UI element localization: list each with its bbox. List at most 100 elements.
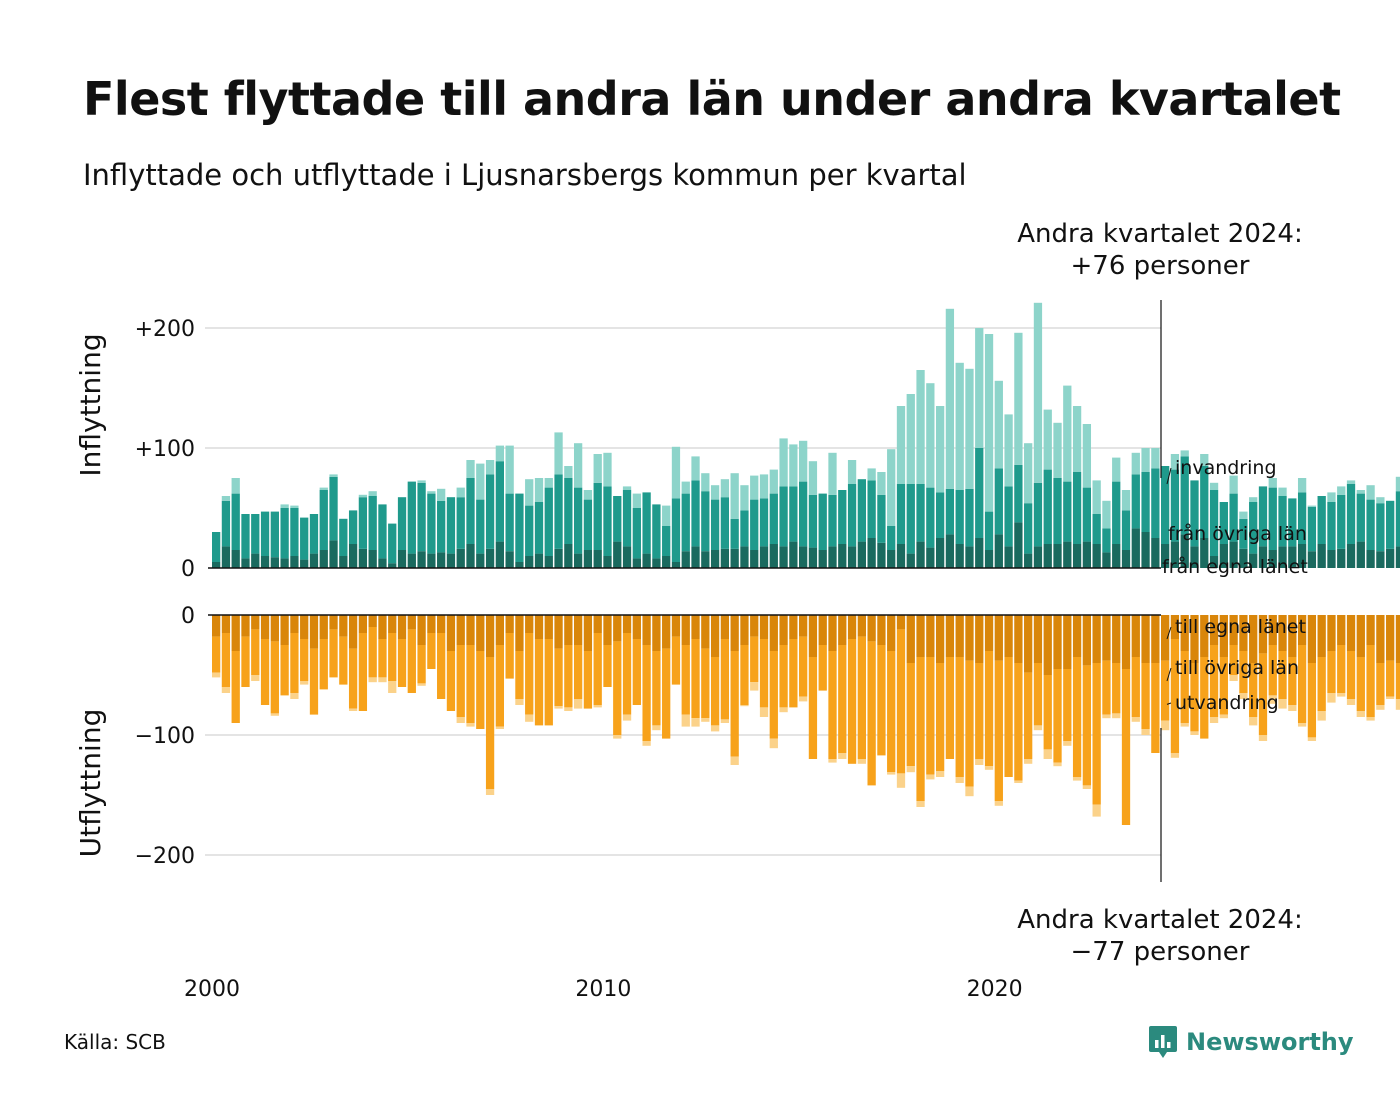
bar-utflyttning-s0 xyxy=(906,615,915,663)
bar-inflyttning-s2 xyxy=(730,473,739,519)
bar-utflyttning-s2 xyxy=(1170,753,1180,758)
bar-inflyttning-s1 xyxy=(1307,506,1317,552)
bar-inflyttning-s0 xyxy=(544,556,553,568)
bar-inflyttning-s2 xyxy=(769,469,778,494)
bar-utflyttning-s2 xyxy=(1209,717,1219,723)
bar-inflyttning-s2 xyxy=(799,440,808,482)
bar-inflyttning-s0 xyxy=(1121,550,1131,568)
bar-inflyttning-s0 xyxy=(1092,544,1101,568)
bar-utflyttning-s2 xyxy=(1366,717,1375,721)
bar-utflyttning-s2 xyxy=(1268,695,1277,704)
label-leader xyxy=(1166,702,1172,705)
bar-inflyttning-s2 xyxy=(544,478,553,488)
bar-utflyttning-s2 xyxy=(1219,714,1228,719)
bar-inflyttning-s1 xyxy=(1297,492,1307,544)
bar-inflyttning-s0 xyxy=(417,551,426,568)
bar-inflyttning-s1 xyxy=(260,511,270,556)
bar-utflyttning-s2 xyxy=(1288,705,1297,711)
bar-inflyttning-s1 xyxy=(378,504,387,559)
bar-inflyttning-s2 xyxy=(1063,385,1072,482)
bar-inflyttning-s2 xyxy=(368,491,377,496)
bar-utflyttning-s0 xyxy=(1356,615,1365,657)
bar-inflyttning-s2 xyxy=(984,334,994,512)
bar-inflyttning-s2 xyxy=(1346,480,1356,484)
bar-utflyttning-s0 xyxy=(1337,615,1346,645)
bar-inflyttning-s2 xyxy=(887,449,896,526)
bar-utflyttning-s1 xyxy=(388,633,397,681)
bar-inflyttning-s1 xyxy=(1014,464,1023,523)
bar-inflyttning-s1 xyxy=(1121,510,1131,550)
bar-inflyttning-s2 xyxy=(1024,443,1033,504)
bar-utflyttning-s2 xyxy=(1356,711,1365,717)
bar-inflyttning-s0 xyxy=(515,562,524,568)
bar-utflyttning-s1 xyxy=(1346,651,1356,699)
bars-outflow xyxy=(212,615,1400,825)
bar-inflyttning-s1 xyxy=(1356,493,1365,542)
bar-inflyttning-s2 xyxy=(1043,409,1052,470)
bar-utflyttning-s0 xyxy=(1102,615,1111,661)
bar-utflyttning-s1 xyxy=(1112,663,1121,714)
bar-inflyttning-s2 xyxy=(926,383,935,488)
bar-inflyttning-s2 xyxy=(495,445,504,462)
bar-inflyttning-s2 xyxy=(534,478,544,502)
bar-inflyttning-s0 xyxy=(1082,541,1092,568)
bar-inflyttning-s0 xyxy=(1033,546,1043,568)
bar-utflyttning-s1 xyxy=(270,641,279,714)
bar-utflyttning-s2 xyxy=(417,683,426,686)
bar-inflyttning-s0 xyxy=(319,550,328,568)
bar-inflyttning-s2 xyxy=(1151,448,1160,469)
bar-utflyttning-s2 xyxy=(388,681,397,693)
bar-inflyttning-s0 xyxy=(1376,551,1385,568)
bar-inflyttning-s0 xyxy=(1327,550,1336,568)
bar-utflyttning-s2 xyxy=(730,756,739,765)
bar-inflyttning-s1 xyxy=(1190,480,1199,547)
bar-utflyttning-s1 xyxy=(1014,663,1023,781)
bar-utflyttning-s0 xyxy=(1229,615,1238,645)
bar-inflyttning-s1 xyxy=(887,526,896,550)
bar-utflyttning-s2 xyxy=(1258,735,1268,741)
bar-inflyttning-s2 xyxy=(994,380,1003,469)
bars-inflow xyxy=(212,302,1400,568)
bar-utflyttning-s0 xyxy=(1043,615,1052,675)
bar-inflyttning-s0 xyxy=(1141,532,1150,568)
bar-inflyttning-s0 xyxy=(397,550,407,568)
bar-inflyttning-s1 xyxy=(691,480,700,547)
bar-inflyttning-s0 xyxy=(710,550,720,568)
bar-inflyttning-s1 xyxy=(847,484,857,547)
bar-utflyttning-s0 xyxy=(808,615,818,657)
bar-inflyttning-s1 xyxy=(368,496,377,550)
bar-inflyttning-s1 xyxy=(994,468,1003,535)
bar-utflyttning-s0 xyxy=(896,615,906,630)
bar-inflyttning-s2 xyxy=(1102,500,1111,529)
bar-inflyttning-s1 xyxy=(1151,468,1160,538)
bar-inflyttning-s1 xyxy=(1131,474,1140,529)
bar-utflyttning-s0 xyxy=(750,615,759,637)
bar-utflyttning-s0 xyxy=(534,615,544,639)
x-tick-label: 2010 xyxy=(575,977,631,1002)
bar-inflyttning-s2 xyxy=(583,490,593,500)
bar-utflyttning-s1 xyxy=(1033,663,1043,726)
bar-utflyttning-s0 xyxy=(241,615,250,637)
bar-utflyttning-s2 xyxy=(681,714,690,727)
bar-utflyttning-s1 xyxy=(1376,663,1385,705)
bar-inflyttning-s1 xyxy=(476,499,485,554)
bar-inflyttning-s1 xyxy=(1346,484,1356,544)
bar-utflyttning-s0 xyxy=(515,615,524,651)
bar-inflyttning-s0 xyxy=(632,558,641,568)
bar-utflyttning-s2 xyxy=(652,725,661,731)
bar-utflyttning-s0 xyxy=(671,615,681,637)
bar-utflyttning-s1 xyxy=(437,633,446,699)
bar-inflyttning-s0 xyxy=(446,553,456,568)
bar-inflyttning-s2 xyxy=(681,481,690,494)
bar-inflyttning-s1 xyxy=(1082,487,1092,542)
bar-utflyttning-s0 xyxy=(319,615,328,639)
bar-utflyttning-s2 xyxy=(593,705,602,708)
bar-utflyttning-s0 xyxy=(427,615,436,633)
bar-utflyttning-s2 xyxy=(1072,777,1082,781)
bar-utflyttning-s0 xyxy=(789,615,798,639)
bar-utflyttning-s0 xyxy=(1386,615,1395,661)
chart-title: Flest flyttade till andra län under andr… xyxy=(83,72,1341,126)
bar-inflyttning-s1 xyxy=(515,493,524,562)
bar-utflyttning-s0 xyxy=(290,615,299,633)
bar-utflyttning-s2 xyxy=(270,713,279,716)
